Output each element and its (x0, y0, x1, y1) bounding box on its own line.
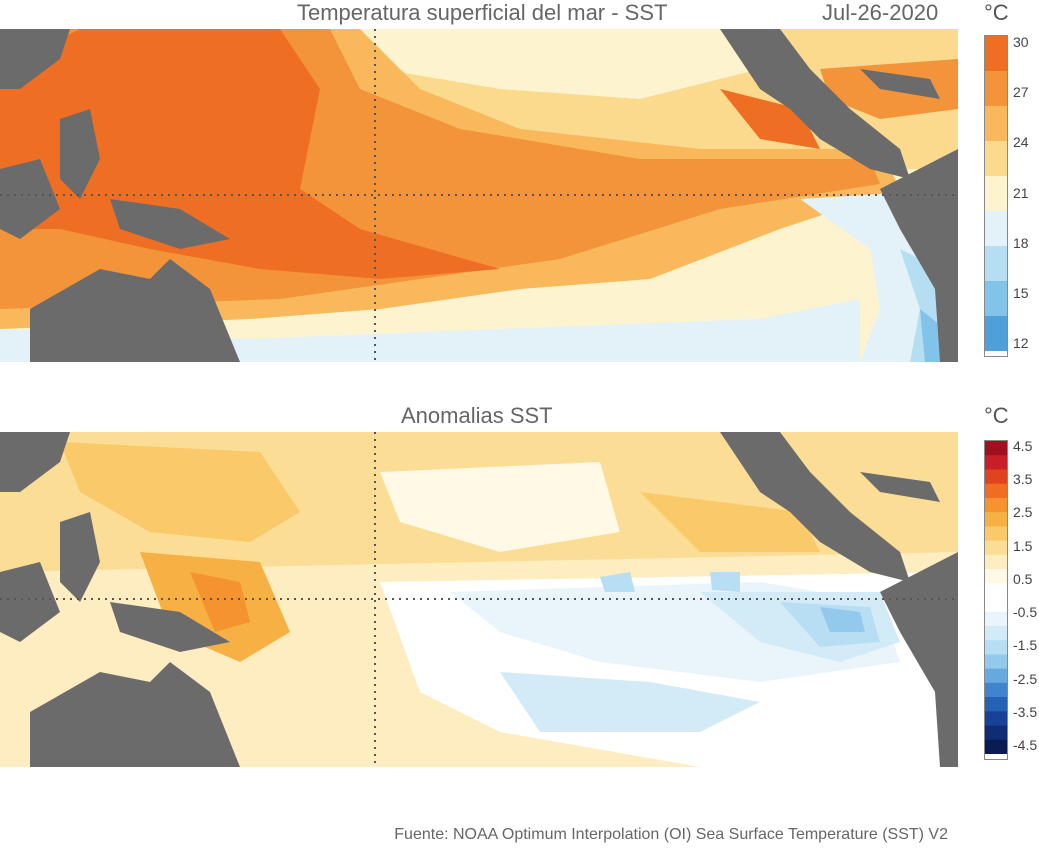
colorbar-swatch (985, 71, 1007, 107)
colorbar-swatch (985, 246, 1007, 282)
sst-map (0, 29, 958, 362)
colorbar-tick-label: 0.5 (1013, 570, 1033, 587)
colorbar-swatch (985, 540, 1007, 556)
anomaly-unit-label: °C (984, 403, 1009, 428)
colorbar-tick-label: 2.5 (1013, 504, 1033, 521)
colorbar-swatch (985, 316, 1007, 351)
colorbar-swatch (985, 36, 1007, 72)
colorbar-swatch (985, 711, 1007, 727)
colorbar-swatch (985, 654, 1007, 670)
colorbar-swatch (985, 176, 1007, 212)
colorbar-tick-label: -3.5 (1013, 703, 1038, 720)
colorbar-swatch (985, 697, 1007, 712)
colorbar-swatch (985, 554, 1007, 570)
colorbar-tick-label: 30 (1013, 34, 1029, 50)
sst-map-title: Temperatura superficial del mar - SST (297, 0, 668, 25)
colorbar-swatch (985, 583, 1007, 598)
colorbar-swatch (985, 526, 1007, 542)
colorbar-swatch (985, 625, 1007, 641)
colorbar-tick-label: -2.5 (1013, 670, 1038, 687)
colorbar-swatch (985, 497, 1007, 513)
colorbar-tick-label: -4.5 (1013, 737, 1038, 753)
colorbar-swatch (985, 469, 1007, 485)
colorbar-swatch (985, 739, 1007, 754)
colorbar-tick-label: -1.5 (1013, 637, 1038, 654)
colorbar-swatch (985, 668, 1007, 684)
colorbar-swatch (985, 597, 1007, 613)
anomaly-map-title: Anomalias SST (401, 403, 553, 428)
colorbar-swatch (985, 611, 1007, 627)
colorbar-tick-label: 27 (1013, 84, 1029, 101)
colorbar-swatch (985, 281, 1007, 317)
colorbar-swatch (985, 455, 1007, 470)
sst-unit-label: °C (984, 0, 1009, 25)
colorbar-swatch (985, 106, 1007, 142)
colorbar-tick-label: 18 (1013, 234, 1029, 251)
source-note: Fuente: NOAA Optimum Interpolation (OI) … (394, 826, 948, 843)
colorbar-swatch (985, 569, 1007, 584)
colorbar-tick-label: 1.5 (1013, 537, 1033, 554)
colorbar-tick-label: -0.5 (1013, 604, 1038, 621)
colorbar-tick-label: 4.5 (1013, 438, 1033, 454)
colorbar-swatch (985, 211, 1007, 247)
colorbar-tick-label: 3.5 (1013, 471, 1033, 488)
colorbar-swatch (985, 441, 1007, 456)
colorbar-swatch (985, 640, 1007, 655)
colorbar-tick-label: 24 (1013, 134, 1029, 151)
colorbar-tick-label: 21 (1013, 184, 1029, 201)
colorbar-swatch (985, 512, 1007, 527)
anomaly-colorbar (984, 440, 1008, 760)
colorbar-swatch (985, 725, 1007, 741)
sst-colorbar (984, 35, 1008, 357)
colorbar-swatch (985, 141, 1007, 177)
sst-map-date: Jul-26-2020 (822, 0, 939, 25)
colorbar-tick-label: 15 (1013, 284, 1029, 301)
colorbar-tick-label: 12 (1013, 335, 1029, 351)
anomaly-map (0, 432, 958, 767)
colorbar-swatch (985, 483, 1007, 499)
colorbar-swatch (985, 682, 1007, 698)
